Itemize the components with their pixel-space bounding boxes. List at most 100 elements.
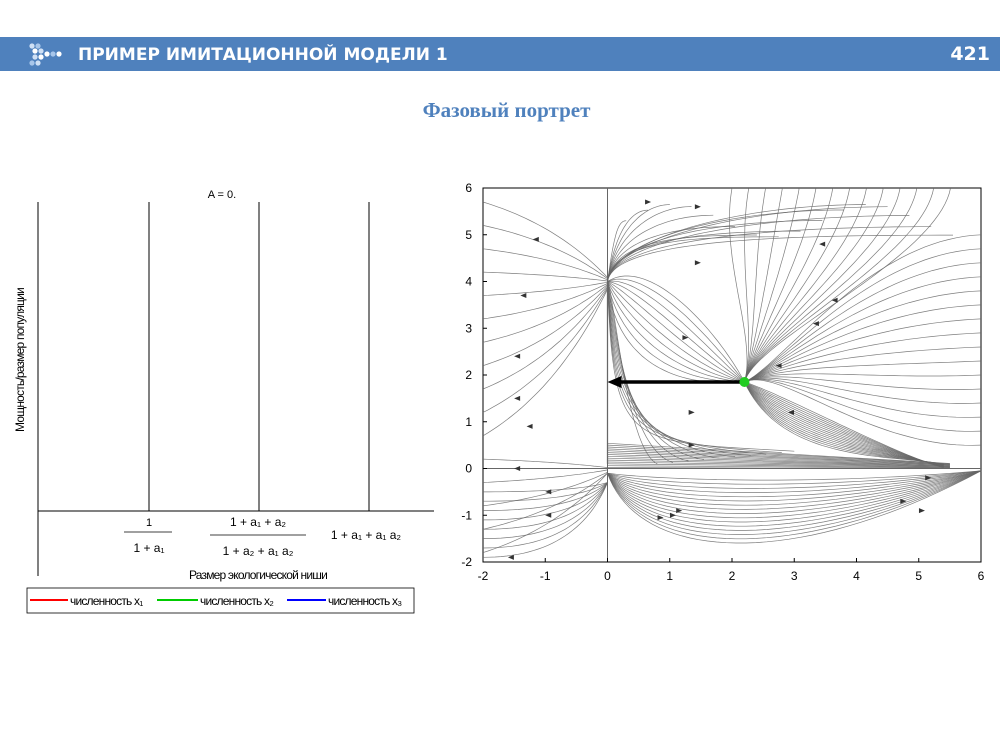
trajectory — [482, 469, 608, 483]
trajectory — [607, 448, 950, 465]
trajectory — [607, 452, 950, 466]
trajectory — [483, 482, 608, 502]
trajectory — [744, 187, 800, 383]
trajectory — [482, 471, 608, 507]
phase-y-tick-label: -1 — [461, 508, 472, 522]
trajectory — [607, 234, 953, 282]
niche-tick-2-num: 1 + a₁ + a₂ — [230, 515, 286, 529]
direction-arrow — [676, 508, 683, 514]
logo-icon — [29, 43, 62, 66]
direction-arrow — [688, 442, 695, 448]
trajectory — [744, 187, 901, 383]
equilibrium-point — [739, 377, 750, 388]
trajectory — [607, 281, 782, 453]
trajectory — [607, 470, 982, 506]
direction-arrow — [545, 489, 552, 495]
trajectory — [607, 281, 745, 383]
trajectory — [482, 289, 608, 437]
trajectory — [744, 187, 867, 383]
phase-y-tick-label: 3 — [465, 321, 472, 335]
trajectory — [607, 281, 745, 383]
direction-arrow — [507, 554, 514, 560]
direction-arrow — [812, 321, 819, 327]
trajectory — [744, 381, 944, 465]
trajectory — [607, 450, 950, 466]
trajectory — [607, 204, 866, 282]
trajectory — [607, 470, 982, 519]
niche-tick-1-num: 1 — [146, 517, 152, 529]
legend-label-3: численность x₃ — [328, 594, 402, 608]
direction-arrow — [657, 515, 664, 521]
trajectory — [607, 281, 705, 460]
phase-x-tick-label: 0 — [604, 569, 611, 583]
direction-arrow — [682, 335, 689, 341]
niche-tick-2-den: 1 + a₂ + a₁ a₂ — [223, 544, 294, 558]
direction-arrow — [514, 395, 521, 401]
trajectory — [482, 225, 608, 279]
trajectory — [483, 482, 608, 521]
trajectory — [482, 284, 608, 343]
direction-arrow — [688, 409, 695, 415]
phase-x-tick-label: 6 — [978, 569, 985, 583]
phase-y-tick-label: 1 — [465, 415, 472, 429]
niche-legend-box — [26, 587, 415, 614]
trajectory — [744, 318, 982, 383]
trajectory — [744, 290, 982, 383]
trajectory — [607, 280, 745, 383]
trajectory — [744, 379, 982, 432]
trajectory — [607, 281, 745, 383]
trajectory — [744, 187, 783, 383]
trajectory — [744, 304, 982, 383]
trajectory — [482, 482, 608, 530]
trajectory — [607, 236, 779, 282]
trajectory — [607, 278, 745, 383]
trajectory — [744, 379, 982, 446]
trajectory — [607, 281, 720, 459]
trajectory — [607, 209, 648, 282]
trajectory — [482, 285, 608, 367]
phase-x-tick-label: 5 — [915, 569, 922, 583]
phase-x-tick-label: 1 — [666, 569, 673, 583]
slide-subtitle: Фазовый портрет — [422, 98, 591, 122]
arrow-layer — [507, 199, 932, 560]
trajectory — [729, 187, 748, 383]
direction-arrow — [775, 363, 782, 369]
niche-tick-1-den: 1 + a₁ — [133, 541, 164, 555]
header-bar: ПРИМЕР ИМИТАЦИОННОЙ МОДЕЛИ 1 421 — [0, 37, 1000, 71]
trajectory — [607, 470, 982, 485]
trajectory — [744, 377, 982, 404]
direction-arrow — [831, 297, 838, 303]
trajectory — [607, 281, 745, 383]
trajectory — [607, 281, 745, 383]
trajectory — [744, 187, 884, 383]
trajectory — [607, 220, 627, 282]
trajectory — [483, 482, 608, 539]
trajectory — [744, 360, 982, 383]
trajectory — [607, 470, 982, 498]
direction-arrow — [819, 241, 826, 247]
direction-arrow — [925, 475, 932, 481]
direction-arrow — [900, 498, 907, 504]
page-number: 421 — [950, 43, 990, 65]
niche-y-label: Мощность/размер популяции — [13, 288, 27, 432]
trajectory — [607, 214, 714, 282]
phase-x-tick-label: -1 — [540, 569, 551, 583]
direction-arrow — [694, 204, 701, 210]
phase-x-tick-label: 3 — [791, 569, 798, 583]
trajectory — [744, 187, 817, 383]
trajectory — [607, 281, 795, 452]
trajectory — [607, 234, 757, 282]
niche-chart: A = 0. 1 1 + a₁ 1 + a₁ + a₂ 1 + a₂ + a₁ … — [13, 189, 434, 614]
trajectory — [744, 187, 951, 383]
trajectory — [607, 454, 950, 467]
direction-arrow — [514, 353, 521, 359]
trajectory — [607, 461, 950, 468]
phase-x-tick-label: 2 — [729, 569, 736, 583]
phase-y-tick-label: -2 — [461, 555, 472, 569]
trajectory — [744, 187, 766, 383]
trajectory — [482, 287, 608, 413]
phase-y-tick-label: 4 — [465, 275, 472, 289]
direction-arrow — [514, 466, 521, 471]
trajectory — [482, 472, 608, 530]
trajectory — [744, 332, 982, 383]
